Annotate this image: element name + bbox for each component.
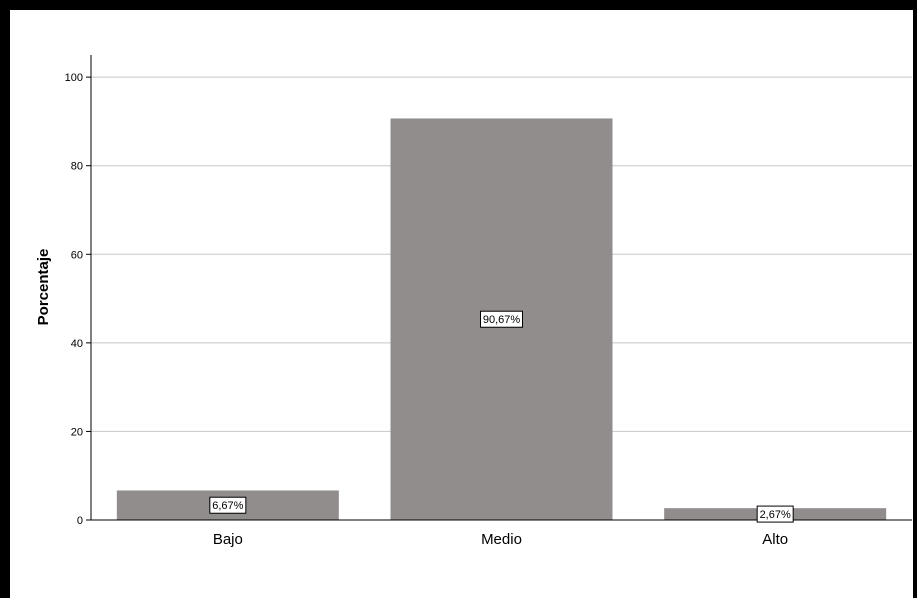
y-tick-label-100: 100	[65, 72, 83, 84]
category-label-medio: Medio	[481, 531, 522, 548]
category-label-alto: Alto	[762, 531, 788, 548]
data-label-box-medio	[480, 310, 523, 328]
category-label-bajo: Bajo	[213, 531, 243, 548]
data-label-box-alto	[756, 505, 794, 523]
data-label-box-bajo	[209, 496, 247, 514]
data-label-alto: 2,67%	[756, 505, 794, 523]
data-label-text-alto: 2,67%	[760, 509, 791, 521]
y-tick-label-40: 40	[71, 338, 83, 350]
data-label-bajo: 6,67%	[209, 496, 247, 514]
y-tick-label-80: 80	[71, 161, 83, 173]
y-tick-label-20: 20	[71, 426, 83, 438]
y-tick-label-0: 0	[77, 515, 83, 527]
data-label-medio: 90,67%	[480, 310, 523, 328]
category-labels: Bajo Medio Alto	[213, 531, 788, 548]
data-label-text-medio: 90,67%	[483, 314, 521, 326]
y-tick-label-60: 60	[71, 249, 83, 261]
data-labels: 6,67% 90,67% 2,67%	[209, 310, 794, 523]
y-axis-title: Porcentaje	[35, 249, 52, 326]
y-tick-labels: 0 20 40 60 80 100	[65, 72, 91, 527]
data-label-text-bajo: 6,67%	[212, 500, 243, 512]
